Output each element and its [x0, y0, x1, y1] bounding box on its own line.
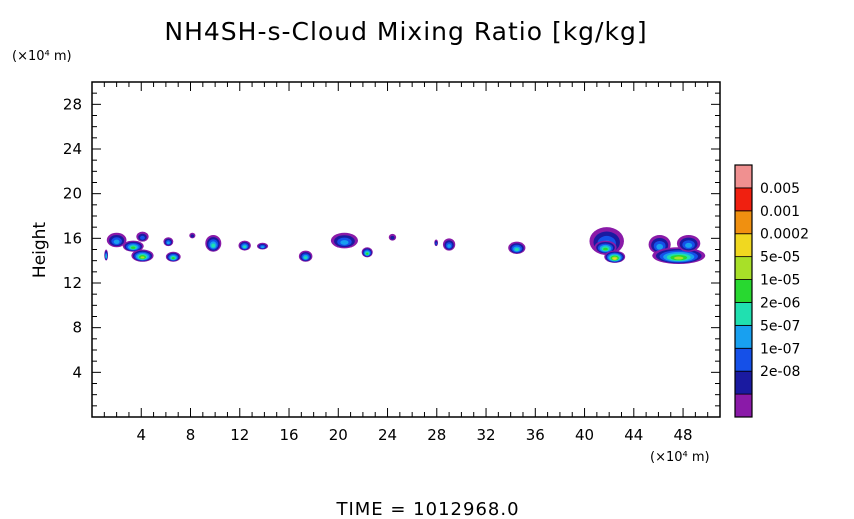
cloud-patch	[257, 242, 269, 250]
colorbar-swatch	[734, 233, 753, 258]
cloud-patch	[131, 249, 154, 262]
cloud-patch	[594, 240, 617, 254]
colorbar-swatch	[734, 279, 753, 303]
colorbar-swatch	[734, 256, 753, 280]
x-tick-label: 36	[526, 426, 545, 444]
colorbar-swatch	[734, 210, 753, 235]
x-tick-label: 12	[230, 426, 249, 444]
y-tick-label: 28	[63, 95, 82, 113]
plot-frame	[91, 81, 721, 418]
cloud-patch	[163, 237, 174, 247]
cloud-patch	[106, 232, 127, 248]
x-tick-label: 24	[378, 426, 397, 444]
colorbar-swatch	[734, 302, 753, 326]
cloud-patch	[104, 249, 109, 261]
x-tick-label: 48	[674, 426, 693, 444]
colorbar-swatch	[734, 324, 753, 349]
cloud-patch	[298, 250, 313, 262]
x-tick-label: 40	[575, 426, 594, 444]
colorbar: 0.005 0.001 0.0002 5e-05 1e-05 2e-06 5e-07 1e-0…	[734, 164, 809, 418]
colorbar-swatch	[734, 187, 753, 212]
colorbar-swatch	[734, 347, 753, 372]
cloud-patch	[604, 250, 626, 263]
colorbar-swatch	[734, 370, 753, 395]
colorbar-label: 0.001	[760, 204, 800, 220]
time-label: TIME = 1012968.0	[335, 499, 519, 519]
colorbar-label: 0.005	[760, 181, 800, 197]
colorbar-label: 2e-08	[760, 364, 800, 380]
y-tick-label: 4	[72, 363, 82, 381]
chart-title: NH4SH-s-Cloud Mixing Ratio [kg/kg]	[164, 17, 647, 46]
y-axis-unit: (×10⁴ m)	[12, 49, 72, 64]
cloud-patch	[330, 232, 358, 249]
colorbar-label: 5e-05	[760, 250, 800, 266]
x-tick-label: 28	[427, 426, 446, 444]
x-tick-label: 20	[329, 426, 348, 444]
cloud-patch	[189, 232, 196, 239]
cloud-patch	[442, 238, 456, 251]
colorbar-label: 1e-05	[760, 273, 800, 289]
colorbar-label: 5e-07	[760, 318, 800, 334]
y-tick-label: 8	[72, 319, 82, 337]
cloud-patch	[165, 251, 181, 262]
colorbar-label: 2e-06	[760, 295, 800, 311]
x-tick-label: 44	[624, 426, 643, 444]
y-tick-label: 24	[63, 140, 82, 158]
cloud-patch	[652, 247, 706, 265]
colorbar-swatch	[734, 164, 753, 189]
y-tick-label: 12	[63, 274, 82, 292]
x-axis-unit: (×10⁴ m)	[650, 450, 710, 465]
colorbar-label: 0.0002	[760, 227, 809, 243]
colorbar-swatch	[734, 393, 753, 418]
x-tick-label: 4	[136, 426, 146, 444]
cloud-patch	[434, 239, 439, 247]
colorbar-label: 1e-07	[760, 341, 800, 357]
cloud-patch	[122, 240, 144, 252]
x-tick-label: 16	[279, 426, 298, 444]
cloud-patch	[388, 233, 397, 241]
cloud-patch	[205, 234, 222, 252]
cloud-patch	[136, 231, 149, 242]
cloud-patch	[238, 240, 251, 251]
cloud-patch	[508, 241, 526, 254]
y-axis-label: Height	[30, 222, 50, 279]
cloud-patch	[676, 234, 701, 252]
colorbar-frame	[734, 164, 753, 418]
cloud-patch	[361, 247, 373, 258]
y-tick-label: 20	[63, 185, 82, 203]
x-tick-label: 32	[476, 426, 495, 444]
y-tick-label: 16	[63, 229, 82, 247]
x-tick-label: 8	[186, 426, 196, 444]
